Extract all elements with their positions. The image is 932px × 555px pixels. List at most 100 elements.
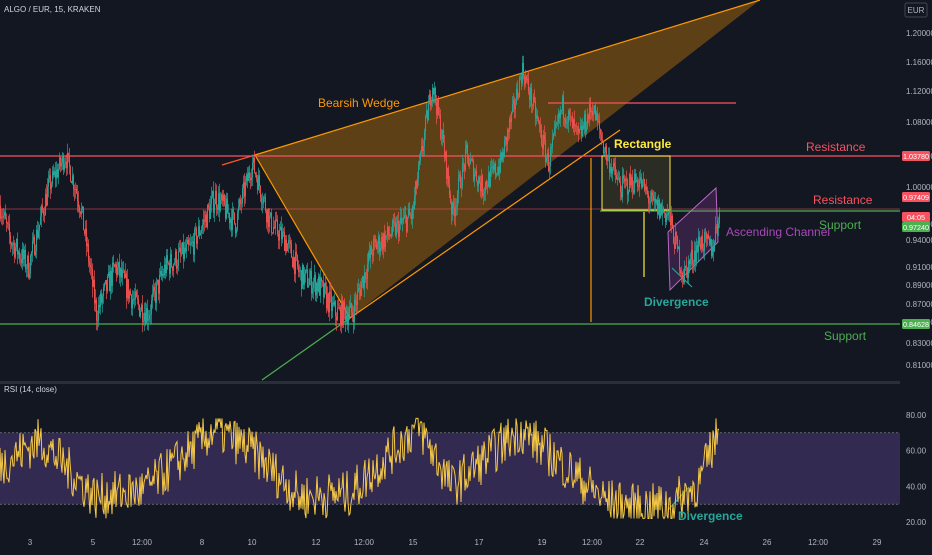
annotation-label[interactable]: Resistance [813,193,873,207]
candle-body [518,97,519,98]
annotation-label[interactable]: Ascending Channel [726,225,830,239]
annotation-label[interactable]: Bearsih Wedge [318,96,400,110]
candle-body [482,175,483,196]
ascending-channel[interactable] [667,186,719,292]
candle-body [483,193,484,196]
support-trendline[interactable] [261,317,351,381]
candle-body [653,195,654,201]
candle-body [343,301,344,326]
annotation-label[interactable]: Support [824,329,867,343]
currency-button-frame[interactable] [904,2,928,18]
candle-body [330,291,331,295]
candle-body [603,142,604,153]
candle-body [636,180,637,183]
candle-body [456,206,457,208]
candle-body [692,249,693,265]
candle-body [677,236,678,249]
time-tick-label: 19 [538,538,547,547]
annotation-label[interactable]: Divergence [678,509,743,523]
candle-body [209,207,210,219]
candle-body [408,208,409,217]
candle-body [665,212,666,223]
price-tag [902,319,930,329]
annotation-label[interactable]: Rectangle [614,137,672,151]
time-axis[interactable]: 3 5 12:00 8 10 12 12:00 15 17 19 12:00 22 24 26 12:00 2… [28,538,882,547]
candle-body [98,304,99,321]
candle-body [135,291,136,300]
pane-separator[interactable] [0,381,900,384]
candle-body [201,229,202,233]
candle-body [230,218,231,224]
candle-body [176,251,177,269]
candle-body [158,279,159,294]
candle-body [275,219,276,228]
annotation-label[interactable]: Resistance [806,140,866,154]
candle-body [680,269,681,274]
time-tick-label: 15 [409,538,418,547]
candle-body [596,112,597,121]
candle-body [509,119,510,132]
annotation-label[interactable]: Support [819,218,862,232]
candle-body [500,153,501,173]
candle-body [646,186,647,191]
candle-body [13,243,14,245]
candle-body [705,232,706,234]
candle-body [297,255,298,266]
wedge-lower-line[interactable] [349,129,621,319]
candle-body [247,174,248,181]
candle-body [32,241,33,253]
candle-body [21,259,22,264]
candle-body [635,173,636,183]
candle-body [90,264,91,268]
currency-button[interactable]: EUR [908,6,925,15]
candle-body [355,299,356,303]
candle-body [396,223,397,236]
candle-body [262,203,263,205]
time-tick-label: 12:00 [582,538,603,547]
rsi-tick-label: 40.00 [906,482,927,491]
candle-body [668,211,669,216]
rsi-axis[interactable]: 80.00 60.00 40.00 20.00 [906,411,927,527]
candle-body [389,235,390,237]
candle-body [493,166,494,170]
candle-body [316,283,317,296]
candle-body [689,260,690,265]
wedge-left-line[interactable] [254,154,351,319]
candle-body [402,221,403,223]
price-tick-label: 1.16000 [906,58,932,67]
candle-body [714,242,715,252]
candle-body [431,100,432,106]
candle-body [549,166,550,172]
candle-body [360,289,361,296]
candle-body [170,253,171,274]
candle-body [104,283,105,288]
candle-body [609,155,610,173]
candle-body [538,118,539,122]
candle-body [532,105,533,107]
candle-body [590,104,591,113]
candle-body [545,140,546,162]
candle-body [462,163,463,187]
candle-body [19,251,20,259]
candle-body [245,181,246,197]
candle-body [417,178,418,189]
candle-body [599,120,600,129]
time-tick-label: 12:00 [132,538,153,547]
candle-body [512,103,513,113]
candle-body [328,293,329,313]
candle-body [106,280,107,292]
wedge-upper-extension[interactable] [221,154,256,166]
candle-body [254,157,255,173]
candle-body [167,255,168,264]
candle-body [583,125,584,129]
annotation-label[interactable]: Divergence [644,295,709,309]
candle-body [430,94,431,106]
candle-body [295,252,296,275]
candle-body [276,219,277,221]
wedge-upper-line[interactable] [254,0,761,156]
candle-body [100,293,101,308]
candle-body [642,180,643,188]
candle-body [638,186,639,188]
